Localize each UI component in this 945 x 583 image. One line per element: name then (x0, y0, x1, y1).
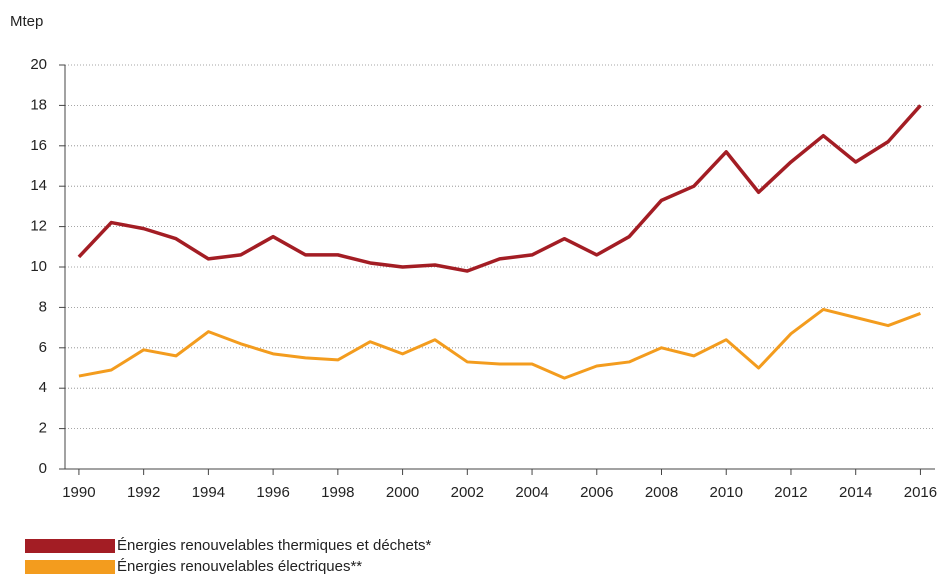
x-tick-label: 2000 (386, 484, 419, 501)
x-tick-label: 2014 (839, 484, 872, 501)
y-tick-label: 10 (30, 258, 47, 275)
x-tick-label: 2008 (645, 484, 678, 501)
y-tick-label: 12 (30, 218, 47, 235)
x-tick-label: 2016 (904, 484, 937, 501)
legend-swatch (25, 539, 115, 553)
y-tick-label: 18 (30, 96, 47, 113)
legend-label: Énergies renouvelables thermiques et déc… (117, 537, 432, 554)
x-tick-label: 1996 (256, 484, 289, 501)
y-tick-label: 20 (30, 56, 47, 73)
legend-label: Énergies renouvelables électriques** (117, 558, 362, 575)
y-tick-label: 0 (39, 460, 47, 477)
x-tick-label: 1998 (321, 484, 354, 501)
x-tick-label: 2002 (451, 484, 484, 501)
y-axis-label: Mtep (10, 13, 43, 30)
x-tick-label: 1990 (62, 484, 95, 501)
x-tick-label: 1992 (127, 484, 160, 501)
x-tick-label: 2004 (515, 484, 548, 501)
y-tick-label: 8 (39, 298, 47, 315)
y-tick-label: 6 (39, 339, 47, 356)
series-line (77, 104, 922, 273)
y-tick-label: 14 (30, 177, 47, 194)
x-tick-label: 2012 (774, 484, 807, 501)
x-tick-label: 2010 (710, 484, 743, 501)
y-tick-label: 16 (30, 137, 47, 154)
legend-swatch (25, 560, 115, 574)
series-line (78, 307, 921, 380)
x-tick-label: 2006 (580, 484, 613, 501)
x-tick-label: 1994 (192, 484, 225, 501)
y-tick-label: 2 (39, 420, 47, 437)
y-tick-label: 4 (39, 379, 47, 396)
